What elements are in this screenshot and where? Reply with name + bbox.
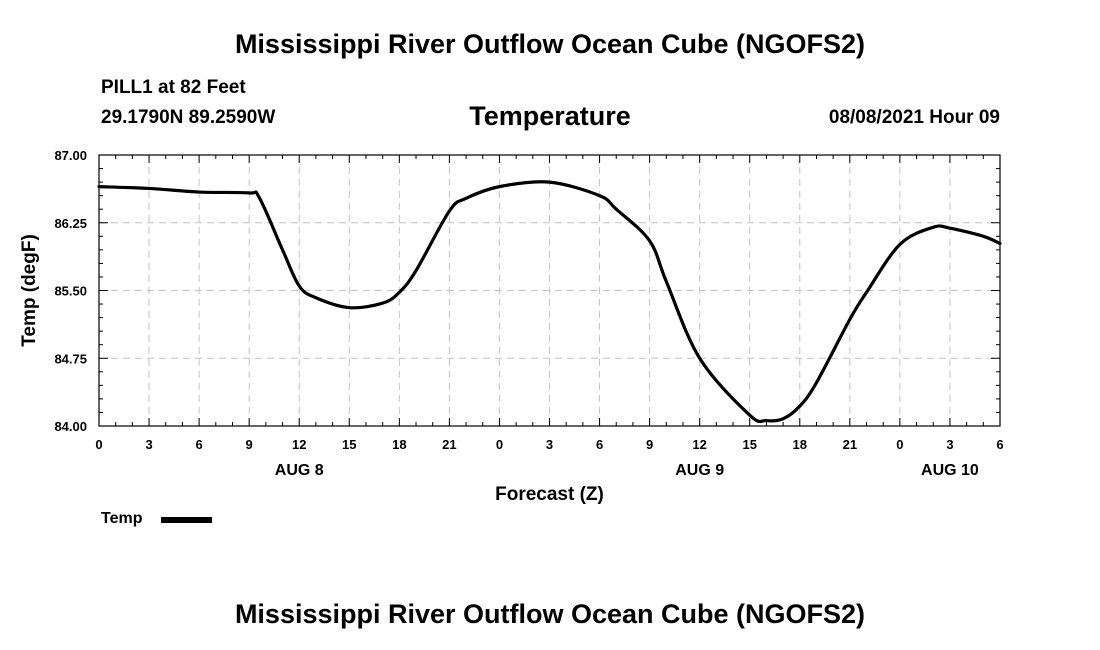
x-tick-label: 12 <box>292 437 306 452</box>
station-label: PILL1 at 82 Feet <box>101 77 246 98</box>
date-label: AUG 9 <box>675 462 724 479</box>
x-tick-label: 15 <box>342 437 356 452</box>
x-tick-label: 12 <box>692 437 706 452</box>
x-tick-label: 3 <box>145 437 152 452</box>
legend-line-swatch <box>161 517 212 523</box>
y-tick-label: 86.25 <box>54 216 87 231</box>
x-tick-label: 6 <box>596 437 603 452</box>
y-axis-label: Temp (degF) <box>19 234 40 347</box>
x-tick-label: 9 <box>246 437 253 452</box>
y-tick-label: 87.00 <box>54 148 87 163</box>
chart-subtitle: Temperature <box>469 101 631 131</box>
x-tick-label: 21 <box>843 437 857 452</box>
date-label: AUG 8 <box>275 462 324 479</box>
x-tick-label: 3 <box>946 437 953 452</box>
y-tick-label: 84.00 <box>54 419 87 434</box>
date-label: AUG 10 <box>921 462 979 479</box>
x-tick-label: 0 <box>496 437 503 452</box>
grid-layer <box>99 155 1000 426</box>
x-axis-label: Forecast (Z) <box>495 484 604 505</box>
x-tick-label: 18 <box>392 437 406 452</box>
x-tick-label: 9 <box>646 437 653 452</box>
x-tick-label: 0 <box>896 437 903 452</box>
x-tick-label: 15 <box>742 437 756 452</box>
coordinates-label: 29.1790N 89.2590W <box>101 107 276 128</box>
label-layer: 0 3 6 9 12 15 18 21 0 3 6 9 12 15 18 21 0 3 6 84.00 84.75 85.… <box>19 148 1004 505</box>
datetime-label: 08/08/2021 Hour 09 <box>828 107 1000 128</box>
x-tick-label: 18 <box>793 437 807 452</box>
footer-title: Mississippi River Outflow Ocean Cube (NG… <box>234 599 866 629</box>
series-layer <box>97 180 1002 424</box>
legend-label: Temp <box>101 510 143 527</box>
y-tick-label: 84.75 <box>54 351 87 366</box>
y-tick-label: 85.50 <box>54 284 87 299</box>
chart-title: Mississippi River Outflow Ocean Cube (NG… <box>234 29 866 59</box>
plot-frame <box>98 154 1001 427</box>
x-tick-label: 6 <box>195 437 202 452</box>
series-line-temp <box>97 180 1002 424</box>
x-tick-label: 3 <box>546 437 553 452</box>
x-tick-label: 0 <box>95 437 102 452</box>
x-tick-label: 6 <box>996 437 1003 452</box>
x-tick-label: 21 <box>442 437 456 452</box>
